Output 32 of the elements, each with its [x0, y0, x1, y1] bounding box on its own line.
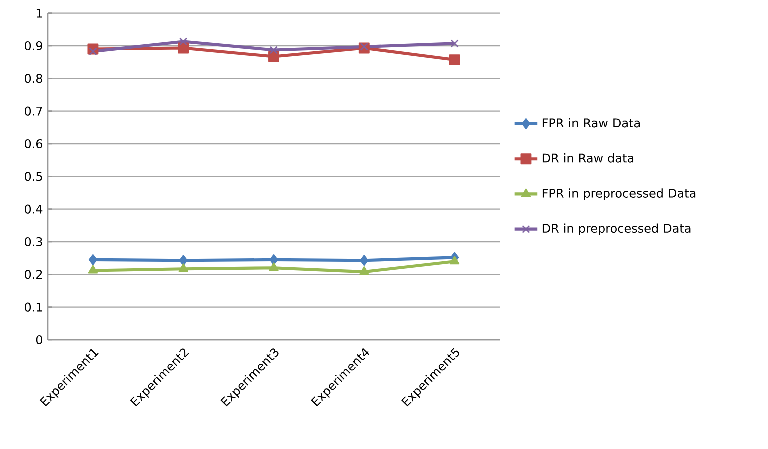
point [89, 47, 98, 56]
point [449, 54, 460, 66]
legend-label: DR in preprocessed Data [542, 224, 691, 236]
y-tick-label: 0.2 [25, 270, 42, 280]
point [180, 38, 188, 46]
y-tick-label: 0.1 [25, 302, 42, 312]
y-tick-label: 0.9 [25, 41, 42, 51]
y-tick-label: 0.6 [25, 139, 43, 149]
point [270, 46, 278, 54]
point [450, 256, 460, 265]
y-tick-label: 0.8 [25, 74, 42, 84]
point [268, 51, 280, 62]
y-tick-label: 0.4 [25, 204, 43, 214]
point [360, 42, 368, 52]
point [450, 40, 459, 48]
legend-label: DR in Raw data [542, 154, 634, 163]
point [88, 265, 98, 274]
point [88, 254, 98, 266]
y-tick-label: 0.7 [25, 106, 42, 116]
legend-label: FPR in Raw Data [542, 118, 640, 128]
legend-label: FPR in preprocessed Data [542, 188, 696, 200]
point [178, 42, 190, 54]
y-tick-label: 1 [36, 8, 42, 18]
point [269, 262, 279, 272]
point [360, 255, 369, 266]
point [360, 266, 370, 276]
point [270, 254, 278, 266]
point [178, 264, 188, 272]
y-tick-label: 0.5 [25, 172, 42, 182]
point [179, 255, 188, 266]
y-tick-label: 0 [36, 335, 42, 345]
y-tick-label: 0.3 [25, 237, 42, 247]
